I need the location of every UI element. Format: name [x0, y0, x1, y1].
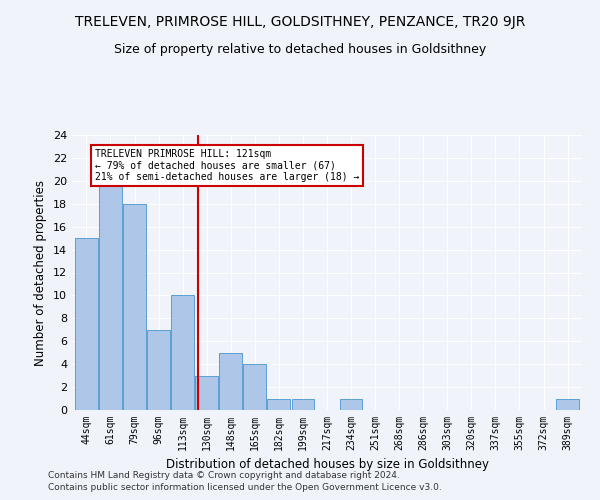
Bar — [220, 352, 242, 410]
Bar — [99, 181, 122, 410]
Bar — [147, 330, 170, 410]
Bar — [195, 376, 218, 410]
Bar — [556, 398, 579, 410]
Bar — [171, 296, 194, 410]
Bar — [244, 364, 266, 410]
Bar — [340, 398, 362, 410]
Bar — [292, 398, 314, 410]
Text: TRELEVEN, PRIMROSE HILL, GOLDSITHNEY, PENZANCE, TR20 9JR: TRELEVEN, PRIMROSE HILL, GOLDSITHNEY, PE… — [75, 15, 525, 29]
Text: Contains HM Land Registry data © Crown copyright and database right 2024.: Contains HM Land Registry data © Crown c… — [48, 471, 400, 480]
Text: Size of property relative to detached houses in Goldsithney: Size of property relative to detached ho… — [114, 42, 486, 56]
Bar — [75, 238, 98, 410]
Bar — [268, 398, 290, 410]
Text: Contains public sector information licensed under the Open Government Licence v3: Contains public sector information licen… — [48, 484, 442, 492]
Y-axis label: Number of detached properties: Number of detached properties — [34, 180, 47, 366]
Text: TRELEVEN PRIMROSE HILL: 121sqm
← 79% of detached houses are smaller (67)
21% of : TRELEVEN PRIMROSE HILL: 121sqm ← 79% of … — [95, 149, 359, 182]
X-axis label: Distribution of detached houses by size in Goldsithney: Distribution of detached houses by size … — [166, 458, 488, 471]
Bar — [123, 204, 146, 410]
